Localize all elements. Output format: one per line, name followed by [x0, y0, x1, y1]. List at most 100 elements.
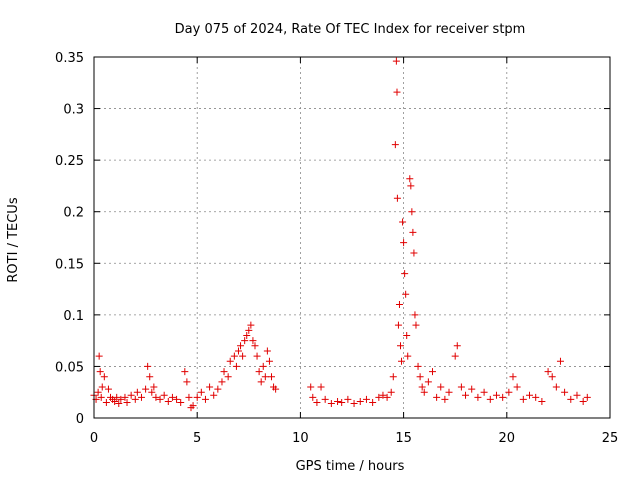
data-point	[338, 399, 346, 407]
data-point	[486, 395, 494, 403]
data-point	[146, 373, 154, 381]
data-point	[552, 383, 560, 391]
data-point	[224, 373, 232, 381]
data-point	[104, 385, 112, 393]
data-point	[344, 395, 352, 403]
data-point	[499, 393, 507, 401]
data-point	[375, 393, 383, 401]
data-point	[451, 352, 459, 360]
data-point	[334, 397, 342, 405]
data-point	[321, 395, 329, 403]
data-point	[441, 395, 449, 403]
data-point	[399, 218, 407, 226]
data-point	[583, 393, 591, 401]
data-point	[230, 352, 238, 360]
data-point	[561, 388, 569, 396]
data-point	[214, 385, 222, 393]
data-point	[253, 352, 261, 360]
data-point	[407, 182, 415, 190]
data-point	[241, 337, 249, 345]
data-point	[433, 393, 441, 401]
data-point	[401, 270, 409, 278]
data-point	[272, 385, 280, 393]
data-point	[150, 383, 158, 391]
y-tick-label: 0.2	[63, 206, 84, 221]
data-point	[226, 357, 234, 365]
data-points	[90, 57, 591, 412]
data-point	[239, 352, 247, 360]
data-point	[189, 402, 197, 410]
data-point	[249, 337, 257, 345]
data-point	[251, 342, 259, 350]
data-point	[420, 388, 428, 396]
data-point	[173, 395, 181, 403]
data-point	[428, 368, 436, 376]
data-point	[133, 388, 141, 396]
data-point	[201, 395, 209, 403]
data-point	[156, 395, 164, 403]
data-point	[268, 373, 276, 381]
data-point	[307, 383, 315, 391]
data-point	[127, 391, 135, 399]
data-point	[532, 393, 540, 401]
data-point	[234, 347, 242, 355]
x-tick-label: 15	[395, 431, 412, 446]
data-point	[400, 239, 408, 247]
data-point	[148, 388, 156, 396]
data-point	[232, 362, 240, 370]
y-axis-label: ROTI / TECUs	[6, 197, 21, 282]
data-point	[95, 352, 103, 360]
data-point	[548, 373, 556, 381]
data-point	[362, 395, 370, 403]
data-point	[492, 391, 500, 399]
data-point	[389, 373, 397, 381]
data-point	[480, 388, 488, 396]
data-point	[369, 399, 377, 407]
data-point	[97, 393, 105, 401]
data-point	[383, 393, 391, 401]
data-point	[391, 141, 399, 149]
data-point	[474, 393, 482, 401]
data-point	[247, 321, 255, 329]
data-point	[210, 391, 218, 399]
data-point	[394, 321, 402, 329]
data-point	[94, 388, 102, 396]
y-tick-label: 0.35	[55, 51, 84, 66]
data-point	[408, 208, 416, 216]
data-point	[538, 397, 546, 405]
data-point	[177, 399, 185, 407]
data-point	[309, 393, 317, 401]
data-point	[152, 393, 160, 401]
y-tick-label: 0.15	[55, 257, 84, 272]
data-point	[96, 368, 104, 376]
x-tick-label: 5	[193, 431, 201, 446]
data-point	[327, 400, 335, 408]
data-point	[237, 342, 245, 350]
data-point	[409, 228, 417, 236]
data-point	[111, 397, 119, 405]
data-point	[102, 399, 110, 407]
x-axis-label: GPS time / hours	[296, 459, 405, 474]
y-tick-label: 0.1	[63, 309, 84, 324]
data-point	[414, 362, 422, 370]
data-point	[406, 175, 414, 183]
x-tick-label: 0	[90, 431, 98, 446]
data-point	[395, 301, 403, 309]
data-point	[411, 311, 419, 319]
x-tick-label: 10	[292, 431, 309, 446]
data-point	[144, 362, 152, 370]
data-point	[356, 397, 364, 405]
data-point	[457, 383, 465, 391]
data-point	[185, 393, 193, 401]
data-point	[393, 194, 401, 202]
data-point	[573, 391, 581, 399]
data-point	[123, 399, 131, 407]
data-point	[313, 399, 321, 407]
data-point	[403, 331, 411, 339]
data-point	[556, 357, 564, 365]
y-axis-ticks: 0 0.05 0.1 0.15 0.2 0.25 0.3 0.35	[55, 51, 610, 427]
data-point	[197, 388, 205, 396]
data-point	[183, 378, 191, 386]
data-point	[526, 391, 534, 399]
